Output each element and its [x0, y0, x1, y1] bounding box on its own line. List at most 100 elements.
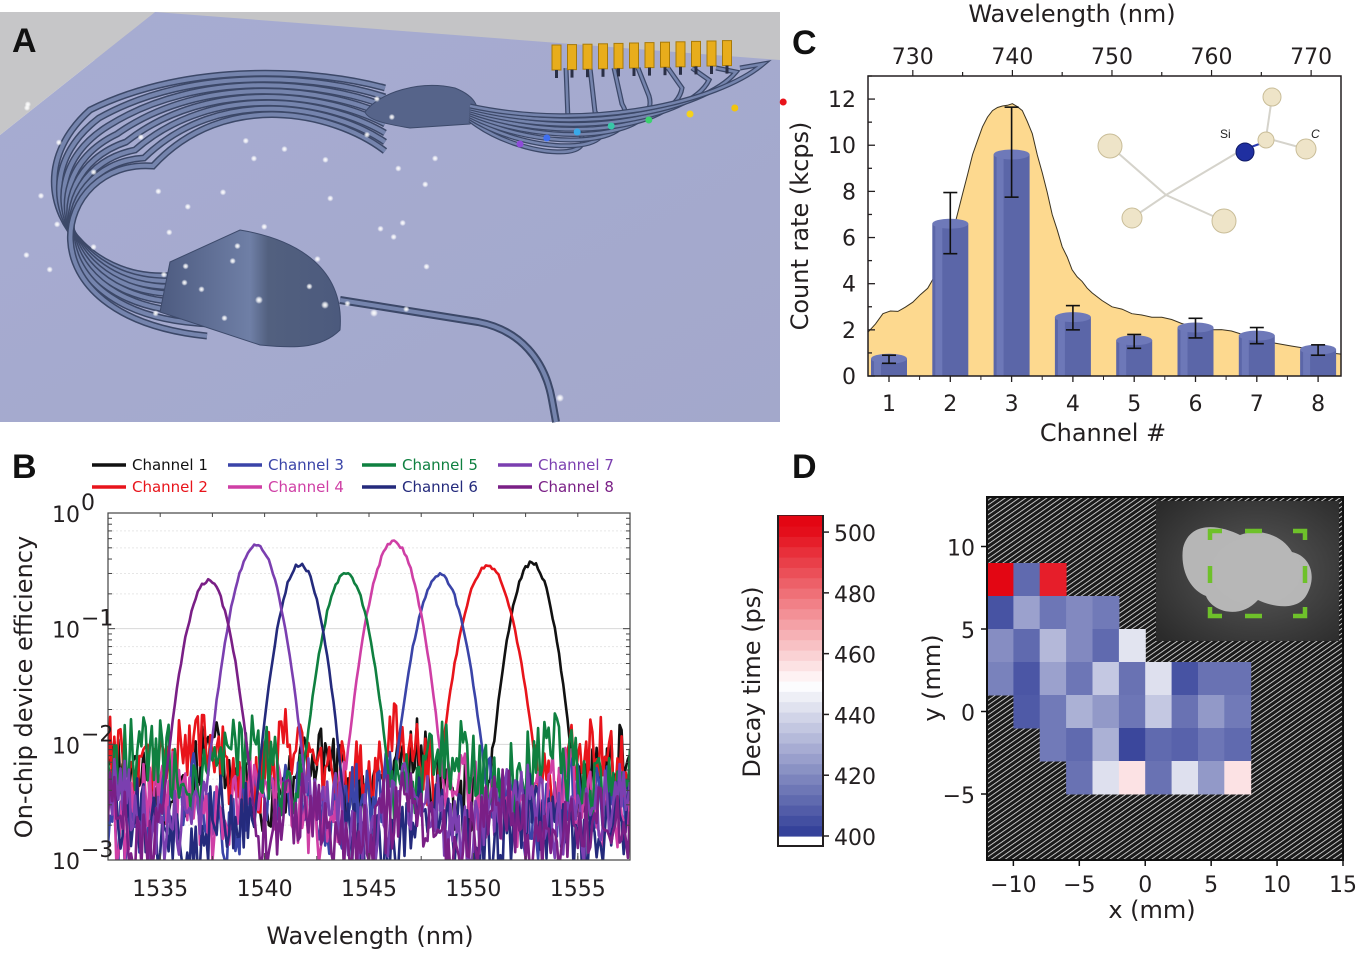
colorbar-step — [779, 825, 822, 837]
y-tick-label: 2 — [842, 319, 856, 344]
colorbar-step — [779, 753, 822, 765]
x-tick-label: −5 — [1063, 873, 1095, 898]
x-tick-label: 6 — [1189, 392, 1203, 417]
heatmap-cell — [1224, 761, 1252, 795]
y-axis-title: On-chip device efficiency — [10, 536, 38, 838]
atom-c — [1211, 208, 1237, 234]
colorbar-step — [779, 660, 822, 672]
colorbar-step — [779, 774, 822, 785]
heatmap-cell — [1145, 761, 1173, 795]
heatmap-cell — [1171, 695, 1199, 729]
heatmap-cell — [1013, 695, 1041, 729]
detector-wire — [694, 66, 698, 75]
photon-dot — [390, 233, 397, 241]
photon-dot-colored — [779, 98, 787, 106]
heatmap-cell — [1013, 662, 1041, 696]
heatmap-cell — [1224, 695, 1252, 729]
legend-item: Channel 6 — [362, 478, 478, 496]
y-tick-label: 10 — [828, 134, 856, 159]
legend-label: Channel 8 — [538, 478, 614, 496]
x-axis-ticks: 1 2 3 4 5 6 7 8 — [882, 376, 1325, 417]
bar-shine — [1057, 317, 1065, 376]
photon-dot — [23, 251, 30, 259]
y-tick-label: 12 — [828, 88, 856, 113]
legend-label: Channel 4 — [268, 478, 344, 496]
heatmap-cell — [1118, 728, 1146, 762]
heatmap-cell — [1118, 662, 1146, 696]
legend-item: Channel 8 — [498, 478, 614, 496]
colorbar-step — [779, 619, 822, 630]
heatmap-cell — [1039, 629, 1067, 663]
colorbar-step — [779, 691, 822, 703]
legend-label: Channel 3 — [268, 456, 344, 474]
heatmap-cell — [1013, 596, 1041, 630]
heatmap-cell — [1198, 695, 1225, 729]
photon-dot — [198, 286, 205, 293]
heatmap-cell — [1066, 629, 1093, 663]
heatmap-cell — [1198, 728, 1225, 762]
photon-dot — [53, 221, 61, 228]
photon-dot — [322, 156, 329, 164]
x-tick-label: 4 — [1066, 392, 1080, 417]
detector-wire — [725, 65, 729, 74]
photon-dot-colored — [645, 116, 653, 124]
waveguide-highlight — [61, 83, 386, 289]
top-tick-label: 750 — [1091, 45, 1133, 70]
legend-label: Channel 7 — [538, 456, 614, 474]
colorbar-ticks: 500 480 460 440 420 400 — [823, 522, 876, 851]
wall-corner — [0, 12, 155, 135]
photon-dot — [327, 195, 334, 202]
top-axis-ticks: 730 740 750 760 770 — [892, 45, 1332, 76]
legend-item: Channel 1 — [92, 456, 208, 474]
legend: Channel 1 Channel 2 Channel 3 Channel 4 Chan… — [92, 456, 614, 496]
error-bar — [1004, 106, 1019, 198]
y-tick-label: 0 — [961, 702, 975, 727]
photon-dot — [321, 301, 329, 309]
colorbar-tick-label: 480 — [834, 583, 876, 608]
atom-c — [1121, 207, 1143, 229]
x-tick-label: 1545 — [341, 877, 397, 902]
series-line — [108, 564, 630, 822]
waveguide-highlight — [65, 89, 386, 296]
y-tick-label: 6 — [842, 227, 856, 252]
colorbar-step — [779, 701, 822, 713]
output-waveguide-highlight — [469, 67, 652, 136]
colorbar-step — [779, 536, 822, 548]
detector-wire — [679, 66, 682, 75]
detector-wire — [617, 68, 620, 77]
atom-c — [1262, 87, 1282, 107]
photon-dot — [160, 271, 168, 278]
bar-shine — [1119, 340, 1127, 376]
heatmap-cell — [1066, 662, 1093, 696]
photon-dots — [23, 95, 787, 402]
legend-item: Channel 3 — [228, 456, 344, 474]
map-frame — [986, 496, 1344, 861]
x-tick-label: 1555 — [550, 877, 606, 902]
x-tick-label: 1550 — [445, 877, 501, 902]
photon-dot — [281, 145, 288, 153]
colorbar-step — [779, 546, 822, 558]
panel-letter-b: B — [12, 448, 37, 486]
label-si: Si — [1220, 127, 1231, 141]
photon-dot-colored — [731, 104, 739, 112]
photon-dot — [46, 266, 53, 273]
x-tick-label: 1 — [882, 392, 896, 417]
x-tick-label: 15 — [1329, 873, 1357, 898]
photon-dot — [182, 263, 189, 270]
heatmap-cell — [1171, 728, 1199, 762]
legend-label: Channel 5 — [402, 456, 478, 474]
waveguide-highlight — [68, 100, 387, 315]
output-waveguide-highlight — [469, 66, 711, 126]
y-tick-label: 10 — [52, 734, 80, 759]
detector-wire — [710, 66, 713, 74]
error-bar — [1127, 333, 1142, 350]
legend-label: Channel 6 — [402, 478, 478, 496]
colorbar-step — [779, 743, 822, 754]
colorbar-step — [779, 598, 822, 610]
heatmap-cell — [1039, 563, 1067, 597]
heatmap-cell — [987, 596, 1014, 630]
error-bar — [1065, 304, 1080, 331]
